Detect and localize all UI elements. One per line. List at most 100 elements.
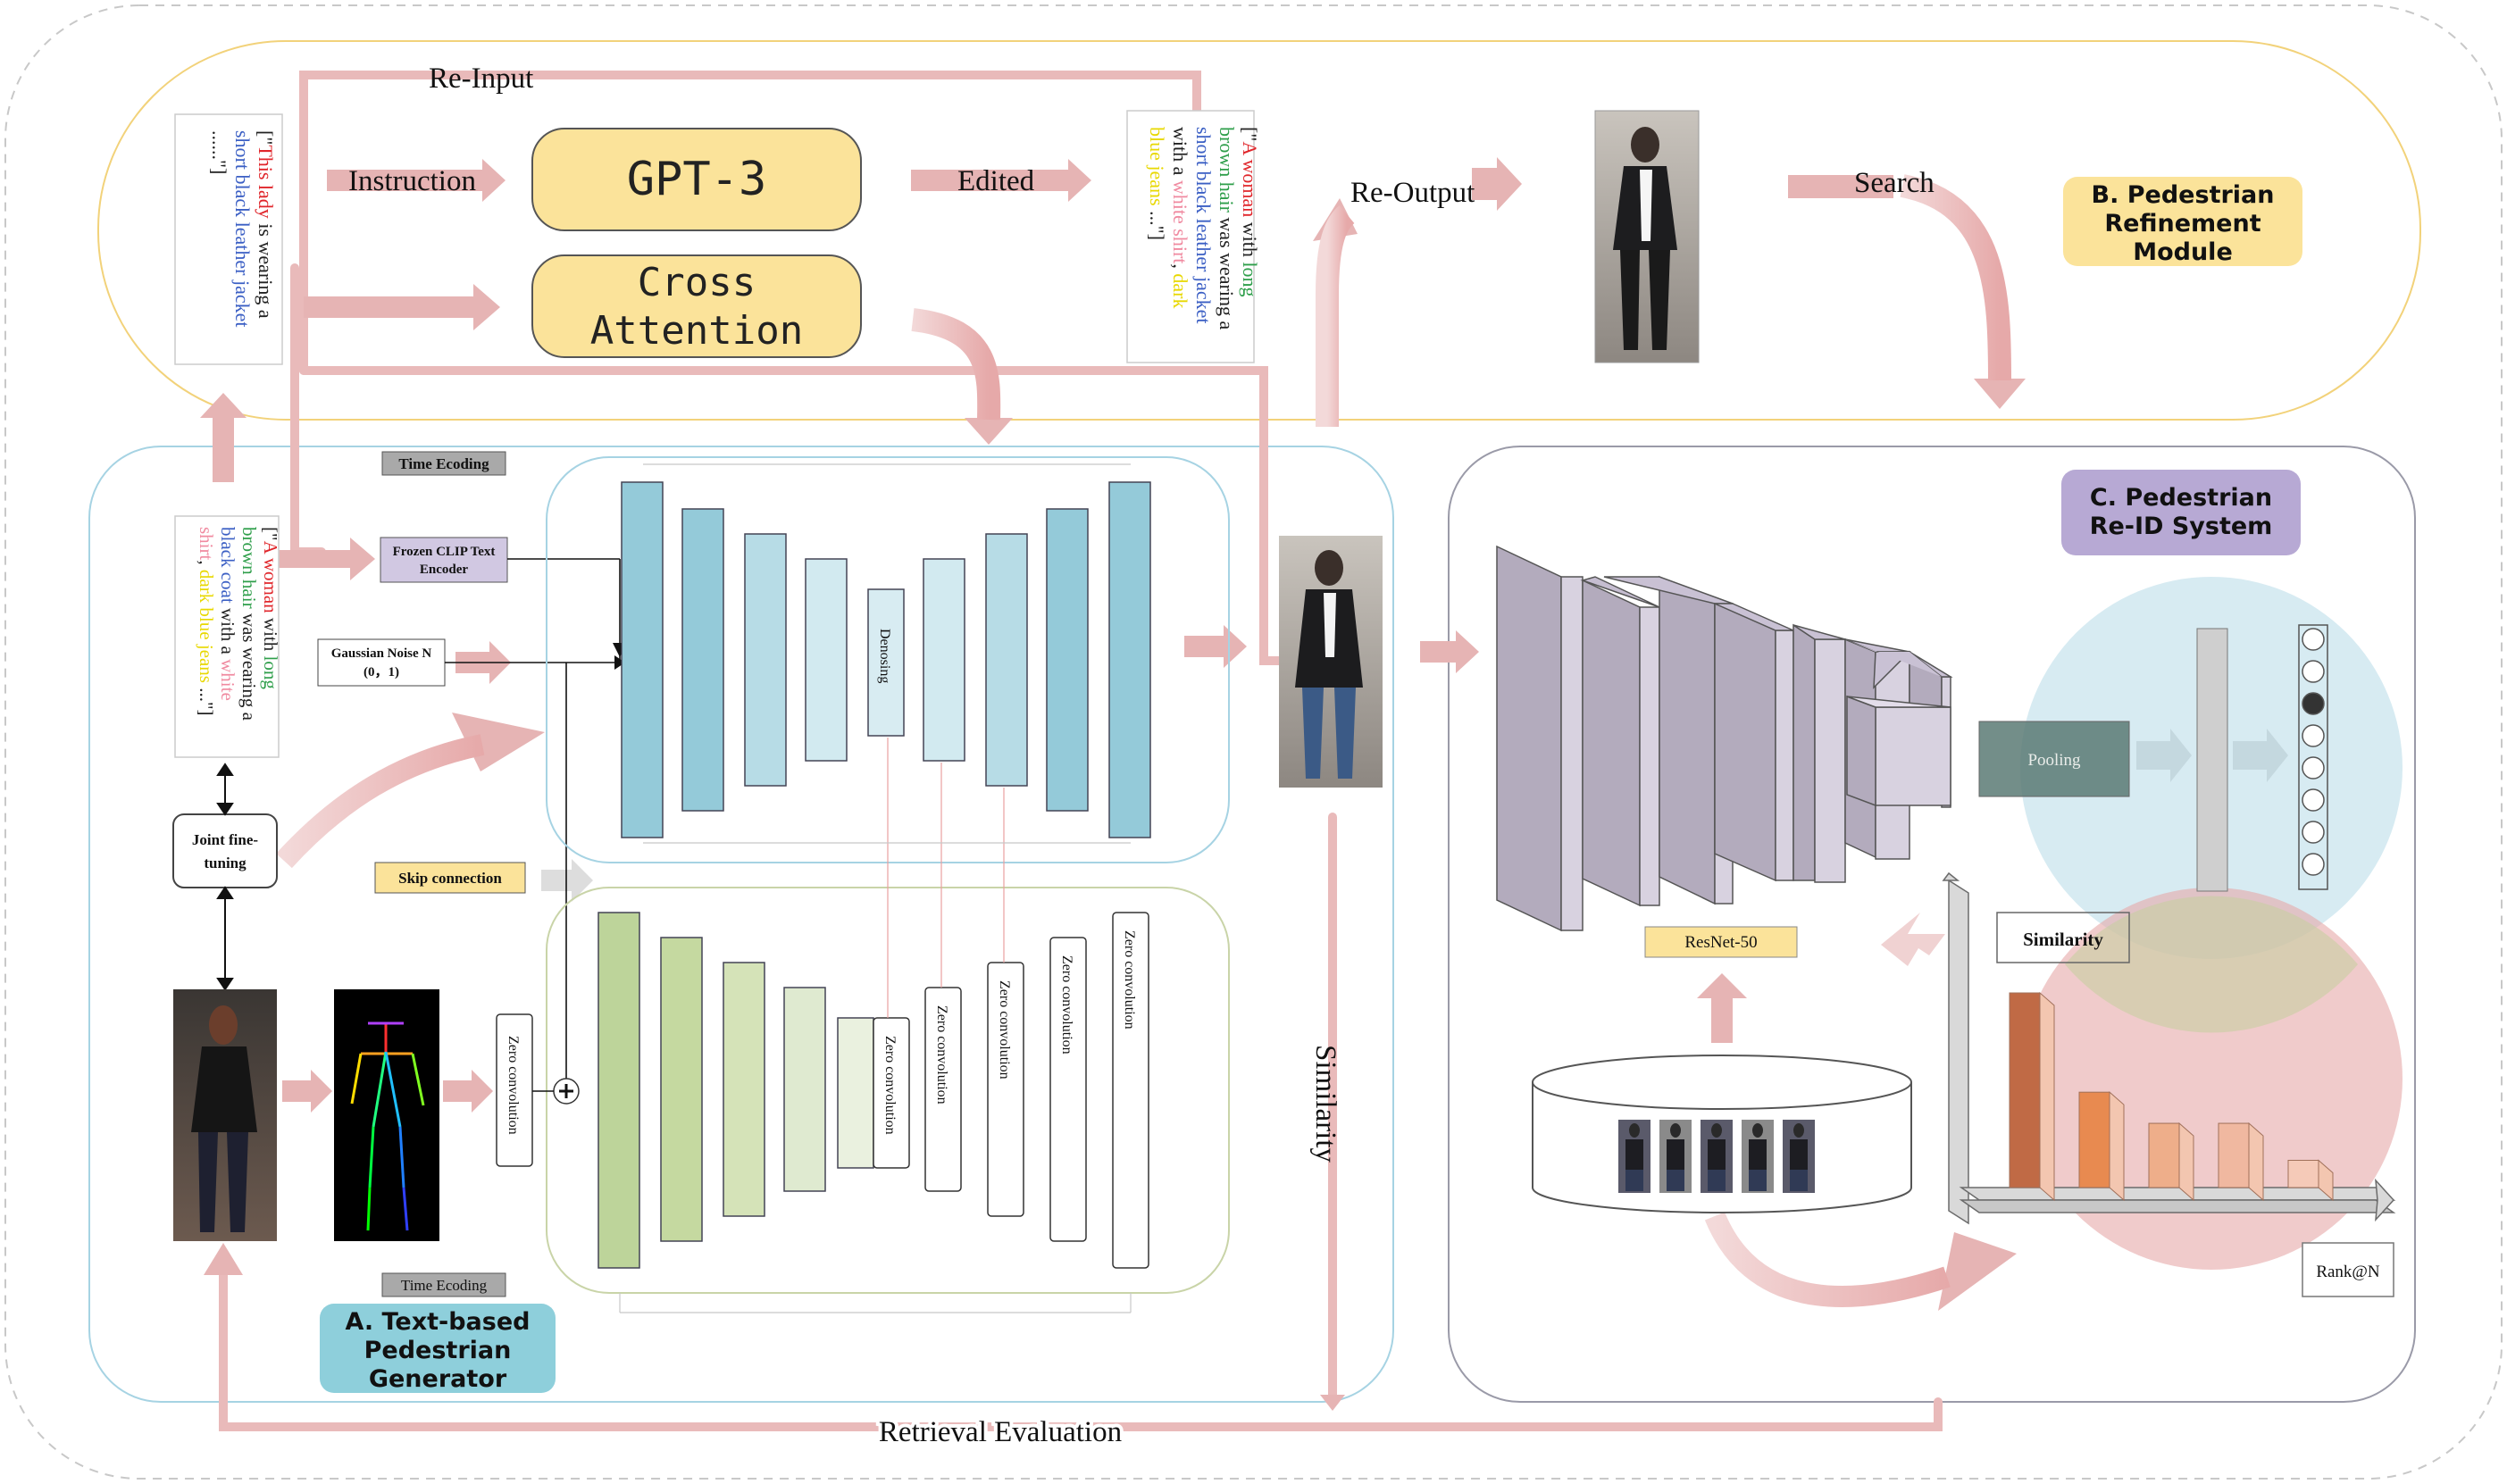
re-output-label: Re-Output bbox=[1350, 177, 1475, 209]
similarity-bar-side bbox=[2318, 1159, 2334, 1202]
cross-attention-arrow bbox=[304, 284, 500, 330]
prompt-segment: was wearing a bbox=[1216, 213, 1238, 330]
cross-attention-line2: Attention bbox=[590, 308, 803, 354]
prompt-segment: [" bbox=[260, 527, 281, 541]
zero-convolution-block bbox=[987, 962, 1024, 1217]
prompt-segment: dark bbox=[1169, 273, 1191, 308]
rank-box bbox=[2302, 1242, 2394, 1297]
instruction-label: Instruction bbox=[348, 165, 476, 197]
module-b-label-line3: Module bbox=[2133, 238, 2233, 266]
module-b-label-box bbox=[2063, 177, 2302, 266]
re-output-curve bbox=[1316, 205, 1355, 427]
zero-convolution-label: Zero convolution bbox=[1122, 930, 1137, 1030]
thin-lines bbox=[445, 558, 621, 1079]
cross-attention-line1: Cross bbox=[638, 260, 756, 305]
gallery-thumbnail-legs bbox=[1708, 1170, 1726, 1191]
resnet-blocks bbox=[1496, 545, 1953, 932]
zero-convolution-block bbox=[924, 987, 962, 1192]
gallery-thumbnail-head bbox=[1793, 1123, 1804, 1138]
unet-block bbox=[923, 558, 965, 762]
prompt-segment: [" bbox=[1239, 127, 1261, 141]
controlnet-block bbox=[723, 962, 765, 1217]
input-prompt-card bbox=[174, 113, 283, 365]
unet-block bbox=[681, 508, 724, 812]
search-down-curve bbox=[1900, 174, 2011, 381]
generator-prompt-text: ["A woman with long brown hair was wearin… bbox=[196, 527, 281, 721]
clip-encoder-box bbox=[380, 537, 508, 583]
clip-encoder-line1: Frozen CLIP Text bbox=[393, 545, 496, 559]
prompt-segment: was wearing a bbox=[238, 609, 260, 721]
prompt-segment: dark blue jeans bbox=[196, 570, 217, 683]
prompt-segment: with a bbox=[1169, 127, 1191, 180]
resnet-label-box bbox=[1644, 926, 1798, 958]
gallery-thumbnail-body bbox=[1790, 1139, 1808, 1170]
pose-skeleton-icon bbox=[334, 989, 439, 1241]
gallery-thumbnail-head bbox=[1752, 1123, 1763, 1138]
instruction-arrow bbox=[327, 159, 506, 202]
output-node bbox=[2302, 756, 2325, 780]
prompt-segment: , bbox=[1169, 263, 1191, 273]
gpt-down-arrow-head bbox=[965, 418, 1013, 445]
similarity-bar bbox=[2287, 1159, 2319, 1188]
similarity-bar-side bbox=[2039, 991, 2055, 1202]
generator-module-frame bbox=[88, 446, 1394, 1403]
edited-label: Edited bbox=[957, 165, 1035, 197]
feature-vector bbox=[2196, 628, 2228, 892]
input-prompt-text: ["This lady is wearing ashort black leat… bbox=[208, 130, 277, 328]
reid-module-frame bbox=[1448, 446, 2416, 1403]
time-encoding-bottom bbox=[381, 1272, 506, 1297]
gallery-images bbox=[1618, 1120, 1815, 1193]
prompt-segment: black coat bbox=[217, 527, 238, 604]
similarity-vertical-label: Similarity bbox=[1309, 1045, 1341, 1163]
gallery-thumbnail-body bbox=[1667, 1139, 1684, 1170]
output-node bbox=[2302, 821, 2325, 844]
joint-finetuning-line1: Joint fine- bbox=[192, 831, 258, 848]
skip-connection-box bbox=[374, 862, 526, 894]
retrieval-evaluation-line bbox=[219, 1263, 1943, 1431]
gallery-thumbnail-body bbox=[1708, 1139, 1726, 1170]
edited-prompt-text: ["A woman with long brown hair was wearin… bbox=[1146, 127, 1261, 329]
prompt-segment: is wearing a bbox=[255, 219, 277, 319]
similarity-bar bbox=[2009, 992, 2041, 1188]
gallery-thumbnail-head bbox=[1711, 1123, 1722, 1138]
rank-label: Rank@N bbox=[2316, 1263, 2380, 1281]
prompt-segment: blue jeans bbox=[1146, 127, 1168, 206]
re-output-arrow bbox=[1472, 157, 1522, 211]
prompt-segment: long bbox=[1239, 262, 1261, 296]
pooling-box bbox=[1978, 721, 2130, 797]
similarity-arrow-head bbox=[1320, 1395, 1345, 1411]
prompt-segment: short black leather jacket bbox=[231, 130, 254, 328]
controlnet-block bbox=[783, 987, 826, 1192]
prompt-segment: long bbox=[260, 656, 281, 690]
gallery-thumbnail-body bbox=[1625, 1139, 1643, 1170]
prompt-segment: with a bbox=[217, 604, 238, 659]
unet-block bbox=[867, 588, 905, 737]
retrieval-arrow-head bbox=[204, 1243, 243, 1275]
similarity-bar bbox=[2078, 1091, 2110, 1188]
prompt-segment: This lady bbox=[255, 145, 277, 219]
retrieval-evaluation-label: Retrieval Evaluation bbox=[879, 1416, 1122, 1448]
joint-finetuning-line2: tuning bbox=[204, 855, 247, 871]
resnet-label: ResNet-50 bbox=[1684, 933, 1757, 952]
gallery-thumbnail-legs bbox=[1790, 1170, 1808, 1191]
zero-convolution-label: Zero convolution bbox=[1059, 955, 1074, 1055]
gpt-down-curve bbox=[911, 308, 1001, 421]
output-nodes bbox=[2298, 624, 2328, 890]
zero-convolution-block bbox=[1112, 912, 1149, 1269]
gallery-thumbnail-legs bbox=[1749, 1170, 1767, 1191]
unet-block bbox=[744, 533, 787, 787]
prompt-segment: brown hair bbox=[238, 527, 260, 609]
gaussian-noise-box bbox=[317, 638, 446, 687]
gallery-thumbnail-legs bbox=[1667, 1170, 1684, 1191]
zero-convolution-label: Zero convolution bbox=[934, 1005, 949, 1105]
similarity-bar-side bbox=[2109, 1091, 2125, 1202]
similarity-bar bbox=[2218, 1122, 2250, 1188]
similarity-bar bbox=[2148, 1122, 2180, 1188]
noise-head bbox=[614, 655, 625, 670]
unet-block bbox=[621, 481, 664, 838]
similarity-box bbox=[1996, 912, 2130, 963]
module-b-label-line1: B. Pedestrian bbox=[2092, 181, 2275, 209]
gaussian-noise-line1: Gaussian Noise N bbox=[331, 646, 432, 661]
output-node bbox=[2302, 724, 2325, 747]
module-a-label-line3: Generator bbox=[369, 1365, 507, 1393]
